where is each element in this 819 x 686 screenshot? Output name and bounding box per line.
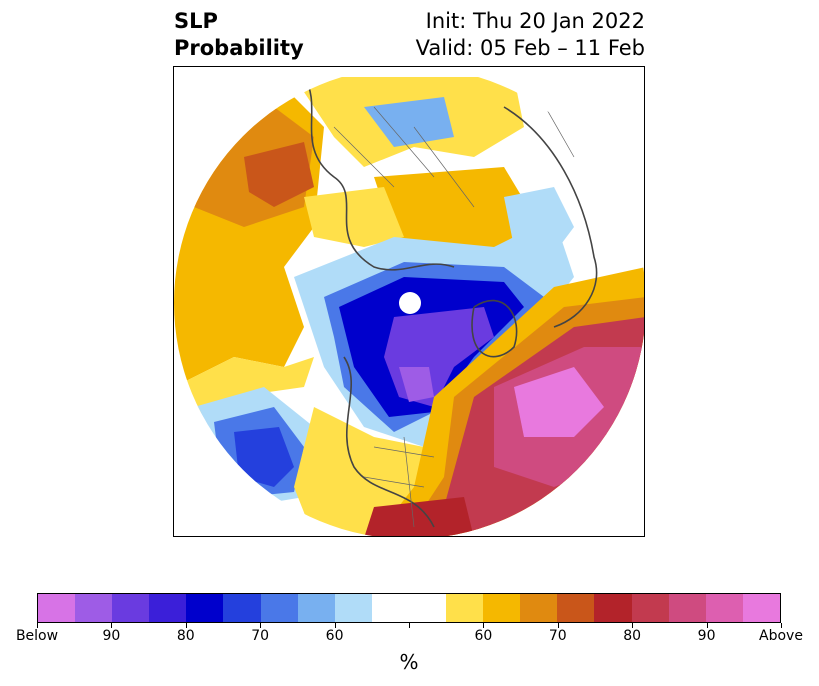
title-left: SLP Probability [174, 8, 304, 62]
below-60-region-scandinavia [364, 97, 454, 147]
colorbar-swatch [75, 594, 113, 622]
colorbar-swatch [742, 594, 780, 622]
colorbar-swatch [223, 594, 261, 622]
colorbar-tick-label: 60 [325, 628, 344, 644]
above-80-region-west [244, 142, 314, 207]
valid-range: Valid: 05 Feb – 11 Feb [415, 36, 645, 60]
colorbar-tick [632, 623, 634, 628]
colorbar-tick [37, 623, 38, 628]
border-line-2 [333, 106, 475, 208]
colorbar-swatch [668, 594, 706, 622]
colorbar-tick-label: 90 [697, 628, 716, 644]
colorbar-tick [483, 623, 485, 628]
init-date: Init: Thu 20 Jan 2022 [425, 9, 645, 33]
colorbar-swatch [38, 594, 76, 622]
colorbar-tick [260, 623, 262, 628]
colorbar-tick-label: 60 [474, 628, 493, 644]
colorbar-swatch [594, 594, 632, 622]
colorbar-swatch [112, 594, 150, 622]
colorbar-swatch [557, 594, 595, 622]
colorbar-swatch [631, 594, 669, 622]
colorbar-swatch [408, 594, 447, 622]
polar-map [174, 67, 644, 536]
colorbar-tick-label: Above [759, 628, 803, 644]
colorbar-swatch [483, 594, 521, 622]
border-line-1 [363, 436, 435, 528]
colorbar-tick [111, 623, 113, 628]
above-80-region-mexico [364, 497, 474, 536]
title-probability: Probability [174, 36, 304, 60]
colorbar-swatch [371, 594, 409, 622]
colorbar [37, 593, 781, 623]
colorbar-tick-label: 70 [548, 628, 567, 644]
colorbar-swatch [446, 594, 484, 622]
title-variable: SLP [174, 9, 218, 33]
colorbar-tick-label: 80 [623, 628, 642, 644]
above-60-region-central [304, 187, 404, 247]
colorbar-tick-label: Below [15, 628, 59, 644]
coastline-asia [503, 106, 598, 328]
coastline-europe [303, 76, 455, 271]
colorbar-swatch [520, 594, 558, 622]
colorbar-swatch [260, 594, 298, 622]
colorbar-tick [185, 623, 187, 628]
below-80-region-pacific [234, 427, 294, 487]
pole-marker [399, 292, 421, 314]
coastline-greenland [471, 299, 518, 358]
colorbar-tick-label: 80 [176, 628, 195, 644]
colorbar-unit: % [399, 650, 419, 674]
colorbar-tick [334, 623, 336, 628]
colorbar-swatch [334, 594, 372, 622]
colorbar-tick-label: 90 [102, 628, 121, 644]
title-right: Init: Thu 20 Jan 2022 Valid: 05 Feb – 11… [416, 8, 645, 62]
above-max-region-atlantic [514, 367, 604, 437]
colorbar-swatch [705, 594, 743, 622]
below-region-arctic-core [399, 367, 434, 402]
below-60-region-siberia [504, 187, 574, 267]
colorbar-swatch [186, 594, 224, 622]
colorbar-tick [409, 623, 410, 628]
colorbar-swatch [297, 594, 335, 622]
colorbar-tick [781, 623, 782, 628]
colorbar-tick [557, 623, 559, 628]
colorbar-swatch [149, 594, 187, 622]
colorbar-tick [706, 623, 708, 628]
map-panel [173, 66, 645, 537]
colorbar-tick-label: 70 [251, 628, 270, 644]
